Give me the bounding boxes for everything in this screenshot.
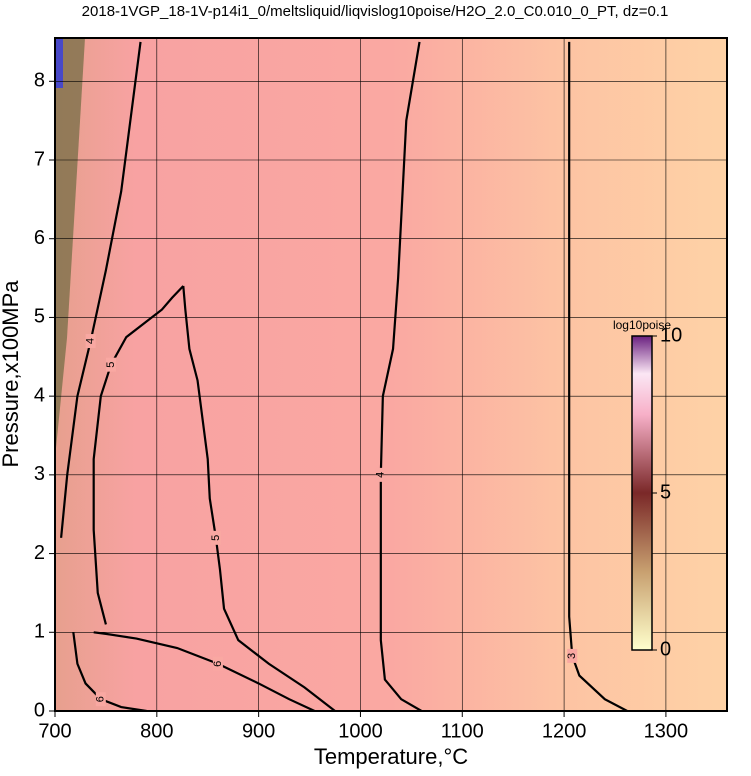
x-tick-label: 1300 bbox=[644, 720, 689, 742]
x-tick-label: 1100 bbox=[441, 720, 484, 742]
y-tick-label: 3 bbox=[34, 463, 45, 485]
contour-line bbox=[60, 41, 142, 538]
y-tick-label: 1 bbox=[34, 621, 45, 643]
corner-shade bbox=[55, 38, 63, 88]
contour-label-bg bbox=[95, 692, 106, 707]
contour-label: 4 bbox=[85, 338, 97, 344]
contour-label-bg bbox=[567, 648, 578, 663]
contour-label: 3 bbox=[566, 653, 578, 659]
colorbar-tick-label: 0 bbox=[660, 638, 671, 660]
x-tick-label: 900 bbox=[242, 720, 275, 742]
x-tick-label: 1200 bbox=[542, 720, 587, 742]
contour-label-bg bbox=[212, 656, 223, 671]
contour-line bbox=[182, 285, 336, 711]
contour-label: 6 bbox=[212, 661, 224, 667]
plot-frame bbox=[54, 37, 728, 712]
x-tick-label: 700 bbox=[38, 720, 71, 742]
chart-title: 2018-1VGP_18-1V-p14i1_0/meltsliquid/liqv… bbox=[82, 3, 669, 20]
contour-line bbox=[72, 632, 147, 711]
contour-line bbox=[568, 41, 628, 711]
y-tick-label: 2 bbox=[34, 542, 45, 564]
contour-label: 5 bbox=[210, 535, 222, 541]
y-tick-label: 7 bbox=[34, 148, 45, 170]
contour-label: 5 bbox=[105, 362, 117, 368]
contour-label-bg bbox=[210, 530, 221, 545]
colorbar bbox=[631, 335, 653, 651]
corner-shade bbox=[55, 38, 85, 458]
contour-label: 6 bbox=[95, 696, 107, 702]
y-tick-label: 6 bbox=[34, 227, 45, 249]
background bbox=[55, 38, 727, 711]
y-axis-label: Pressure,x100MPa bbox=[0, 280, 23, 468]
y-tick-label: 0 bbox=[34, 699, 45, 721]
contour-label-bg bbox=[85, 334, 96, 349]
y-tick-label: 5 bbox=[34, 306, 45, 328]
y-tick-label: 4 bbox=[34, 384, 45, 406]
x-tick-label: 1000 bbox=[338, 720, 383, 742]
x-axis-label: Temperature,°C bbox=[314, 744, 468, 769]
colorbar-tick-label: 10 bbox=[660, 324, 682, 346]
contour-line bbox=[93, 631, 316, 711]
contour-label-bg bbox=[106, 357, 116, 372]
y-tick-label: 8 bbox=[34, 70, 45, 92]
colorbar-label: log10poise bbox=[613, 318, 671, 332]
x-tick-label: 800 bbox=[140, 720, 173, 742]
colorbar-tick-label: 5 bbox=[660, 481, 671, 503]
